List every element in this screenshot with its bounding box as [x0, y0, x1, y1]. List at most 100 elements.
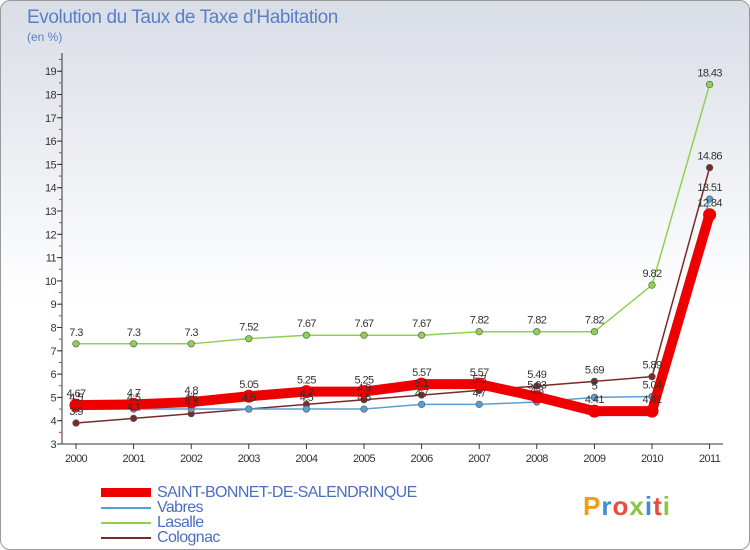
data-label: 3.9: [69, 406, 83, 418]
data-label: 4.8: [184, 385, 198, 397]
data-label: 4.7: [127, 387, 141, 399]
data-label: 4.5: [127, 392, 141, 404]
legend-swatch: [101, 488, 151, 497]
data-label: 5.69: [585, 364, 604, 376]
proxiti-logo: Proxiti: [583, 491, 671, 522]
data-point: [360, 405, 368, 413]
data-point: [418, 331, 426, 339]
data-label: 4.5: [184, 392, 198, 404]
logo-letter: i: [644, 491, 654, 521]
data-point: [590, 377, 599, 385]
y-tick-label: 13: [45, 206, 57, 218]
y-tick-label: 8: [50, 323, 56, 335]
data-point: [415, 377, 429, 391]
data-point: [127, 397, 141, 411]
data-label: 5.3: [472, 373, 486, 385]
data-point: [184, 395, 198, 409]
data-label: 5.03: [527, 380, 546, 392]
logo-letter: x: [629, 491, 645, 521]
data-point: [357, 385, 371, 399]
data-point: [187, 340, 195, 348]
data-point: [590, 328, 599, 336]
legend-label: Lasalle: [157, 514, 204, 531]
x-tick-label: 2003: [238, 453, 261, 465]
data-point: [472, 377, 486, 391]
x-tick-label: 2001: [123, 453, 146, 465]
y-tick-label: 14: [45, 183, 57, 195]
data-point: [302, 405, 311, 413]
data-label: 9.82: [642, 268, 661, 280]
data-point: [530, 390, 544, 404]
data-label: 5.49: [527, 369, 546, 381]
x-tick-label: 2000: [65, 453, 88, 465]
data-label: 12.84: [697, 198, 722, 210]
data-label: 7.82: [470, 315, 489, 327]
data-label: 7.52: [239, 322, 258, 334]
data-label: 4.5: [242, 392, 256, 404]
data-point: [475, 328, 483, 336]
y-tick-label: 18: [45, 90, 57, 102]
series-line: [75, 83, 711, 345]
legend-label: Colognac: [157, 529, 220, 546]
data-label: 4.41: [642, 394, 661, 406]
legend-swatch: [101, 522, 151, 524]
data-label: 4.5: [300, 392, 314, 404]
x-tick-label: 2004: [295, 453, 318, 465]
chart-title: Evolution du Taux de Taxe d'Habitation: [27, 7, 338, 28]
series-line: [75, 166, 711, 424]
data-label: 4.9: [357, 383, 371, 395]
data-label: 4.7: [300, 387, 314, 399]
data-label: 7.3: [127, 327, 141, 339]
legend-label: Vabres: [157, 499, 204, 516]
x-tick-label: 2006: [411, 453, 434, 465]
data-label: 7.67: [412, 318, 431, 330]
y-tick-label: 5: [50, 392, 56, 404]
data-point: [645, 404, 659, 418]
x-tick-label: 2009: [583, 453, 606, 465]
data-label: 7.3: [69, 327, 83, 339]
data-label: 4.1: [127, 401, 141, 413]
legend-label: SAINT-BONNET-DE-SALENDRINQUE: [157, 484, 417, 501]
y-tick-label: 12: [45, 229, 57, 241]
logo-letter: P: [583, 491, 602, 521]
data-point: [475, 400, 483, 408]
data-point: [72, 340, 80, 348]
data-point: [69, 398, 83, 412]
data-label: 5.57: [470, 367, 489, 379]
data-label: 7.82: [585, 315, 604, 327]
x-tick-label: 2008: [526, 453, 549, 465]
data-point: [130, 340, 138, 348]
data-point: [245, 405, 253, 413]
data-label: 5: [592, 380, 598, 392]
y-tick-label: 4: [50, 416, 56, 428]
y-tick-label: 10: [45, 276, 57, 288]
data-label: 4.3: [184, 397, 198, 409]
y-tick-label: 17: [45, 113, 57, 125]
y-tick-label: 9: [50, 299, 56, 311]
y-tick-label: 15: [45, 159, 57, 171]
data-label: 7.67: [297, 318, 316, 330]
data-point: [703, 208, 717, 222]
y-tick-label: 6: [50, 369, 56, 381]
data-label: 4.7: [415, 387, 429, 399]
y-tick-label: 11: [46, 253, 57, 265]
data-label: 4.41: [585, 394, 604, 406]
data-label: 5.05: [239, 379, 258, 391]
data-label: 7.3: [184, 327, 198, 339]
data-point: [705, 80, 714, 89]
x-tick-label: 2005: [353, 453, 376, 465]
y-tick-label: 19: [45, 66, 57, 78]
data-point: [72, 419, 80, 427]
series-line: [75, 198, 711, 410]
y-tick-label: 3: [50, 439, 56, 451]
data-point: [533, 328, 541, 336]
data-point: [418, 400, 426, 408]
logo-letter: r: [601, 491, 613, 521]
data-point: [705, 195, 714, 203]
logo-letter: o: [612, 491, 630, 521]
series-line: [71, 209, 715, 417]
data-label: 4.67: [66, 388, 85, 400]
line-chart: 3 4 5 6 7 8 9 10 11 12 13 14 15 16 17 18 19 2000 2001 2002 2…: [45, 53, 723, 465]
data-point: [648, 281, 656, 289]
x-tick-label: 2007: [468, 453, 491, 465]
